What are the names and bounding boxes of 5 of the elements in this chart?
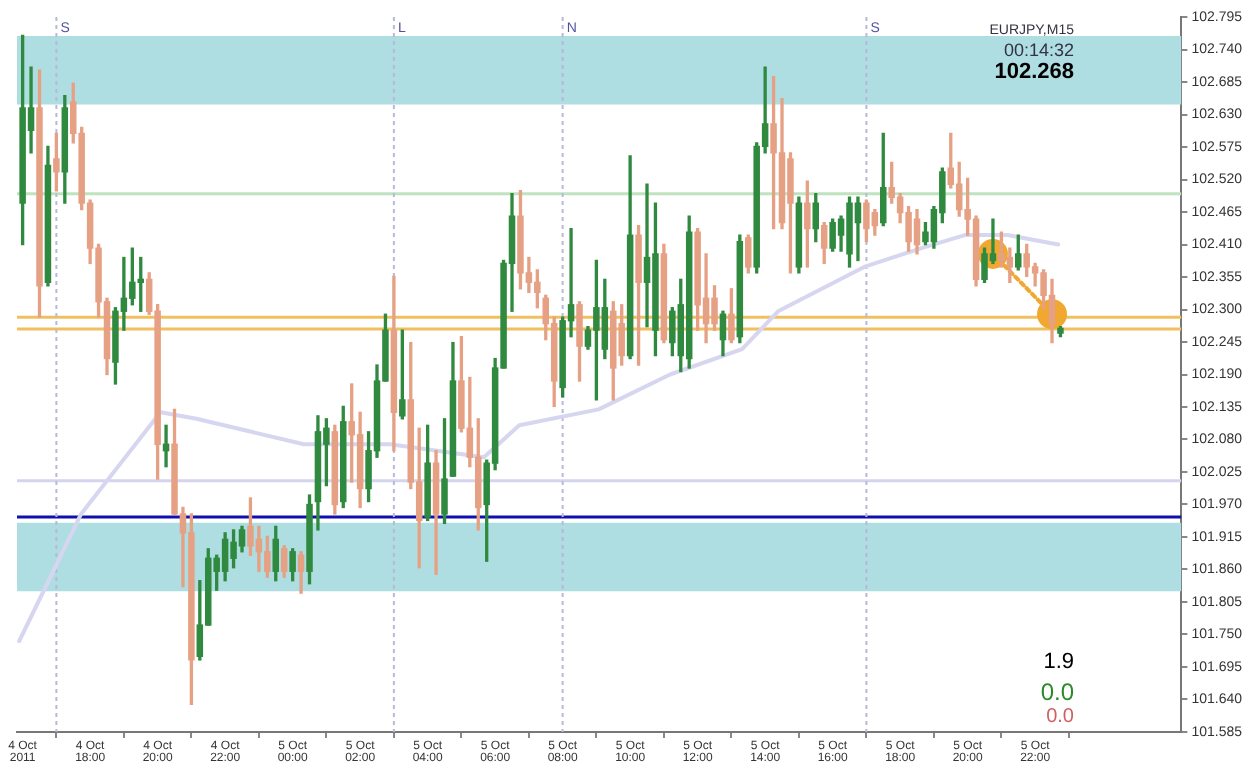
annotation: 00:14:32 bbox=[1003, 40, 1074, 60]
annotation: 1.9 bbox=[1043, 650, 1074, 674]
annotation: 0.0 bbox=[1046, 706, 1074, 728]
annotation: 0.0 bbox=[1040, 678, 1074, 706]
annotation: 102.268 bbox=[994, 60, 1074, 84]
